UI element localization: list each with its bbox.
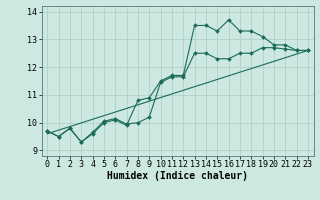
X-axis label: Humidex (Indice chaleur): Humidex (Indice chaleur) <box>107 171 248 181</box>
